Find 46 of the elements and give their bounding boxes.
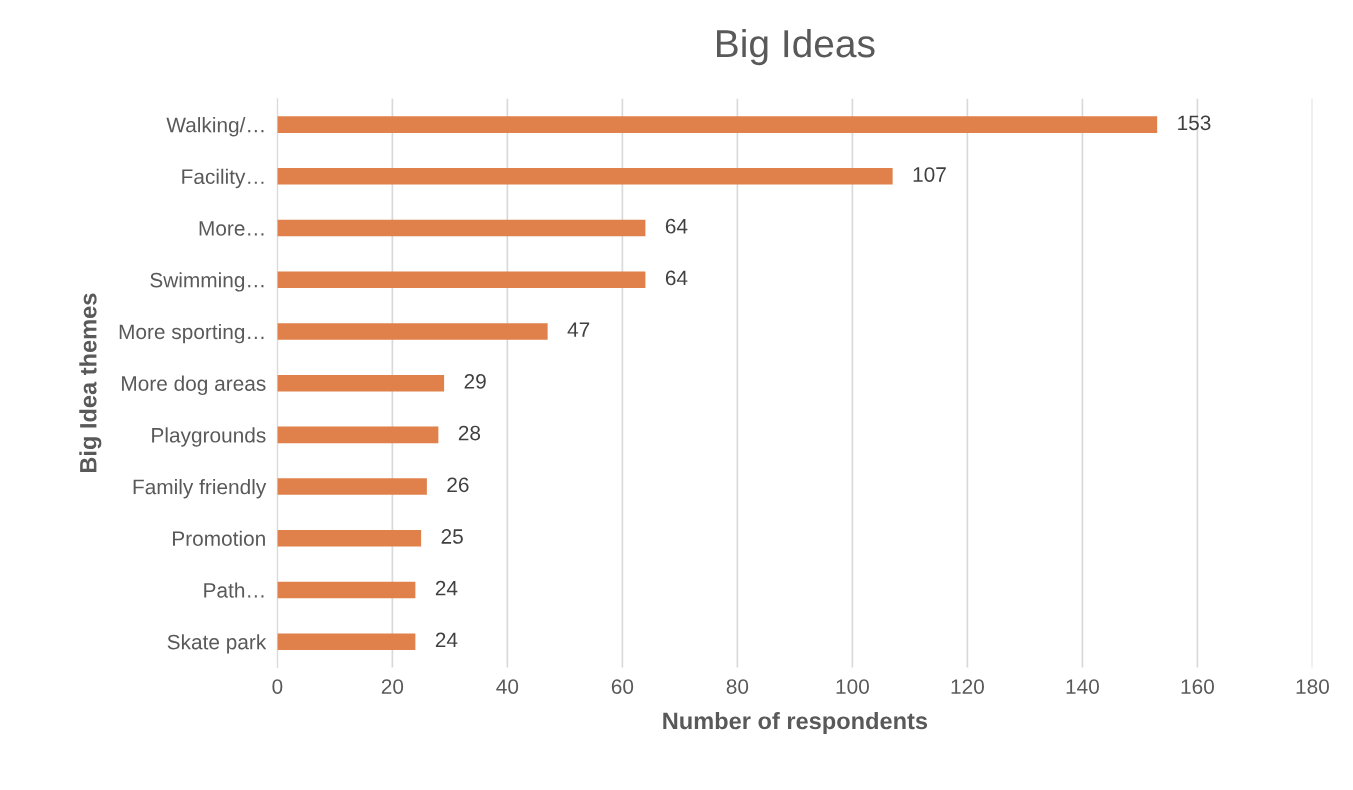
bar <box>277 426 439 444</box>
bar <box>277 530 422 547</box>
data-label: 28 <box>458 425 481 441</box>
x-tick-label: 140 <box>1066 679 1099 694</box>
chart-title: Big Ideas <box>717 28 875 66</box>
y-tick-label: More sporting… <box>119 323 264 344</box>
x-tick-label: 40 <box>496 679 519 694</box>
y-tick-label: Skate park <box>167 634 267 654</box>
y-tick-label: Family friendly <box>133 479 267 499</box>
x-tick-label: 100 <box>836 679 869 694</box>
data-label: 26 <box>447 477 469 493</box>
y-tick-label: Facility… <box>182 168 264 189</box>
bar <box>277 116 1158 133</box>
y-tick-label: Path… <box>204 582 264 598</box>
x-tick-label: 120 <box>951 679 984 694</box>
data-label: 64 <box>665 270 688 286</box>
x-tick-label: 0 <box>272 679 283 694</box>
bar <box>277 374 445 392</box>
bar <box>277 633 416 650</box>
data-label: 47 <box>567 322 590 337</box>
y-tick-label: More… <box>199 221 264 236</box>
bar <box>277 168 893 185</box>
x-tick-label: 180 <box>1296 679 1329 694</box>
data-label: 29 <box>464 373 486 389</box>
x-tick-label: 60 <box>611 679 634 694</box>
data-label: 64 <box>665 218 688 234</box>
data-label: 25 <box>441 529 463 544</box>
bar <box>277 581 416 599</box>
y-tick-label: More dog areas <box>122 375 266 396</box>
y-tick-label: Playgrounds <box>152 427 266 447</box>
x-tick-label: 160 <box>1181 679 1214 694</box>
x-tick-label: 80 <box>726 679 749 694</box>
x-tick-label: 20 <box>381 679 404 694</box>
bar <box>277 271 646 289</box>
bar <box>277 219 646 237</box>
data-label: 24 <box>435 580 458 596</box>
bar <box>277 323 548 340</box>
y-tick-label: Walking/… <box>166 117 264 137</box>
x-axis-title: Number of respondents <box>663 711 928 734</box>
bar <box>277 478 427 495</box>
data-label: 24 <box>435 632 458 648</box>
y-tick-label: Promotion <box>173 530 265 547</box>
y-tick-label: Swimming… <box>150 272 264 292</box>
y-axis-title: Big Idea themes <box>79 293 102 473</box>
data-label: 153 <box>1178 115 1211 131</box>
data-label: 107 <box>913 167 946 182</box>
